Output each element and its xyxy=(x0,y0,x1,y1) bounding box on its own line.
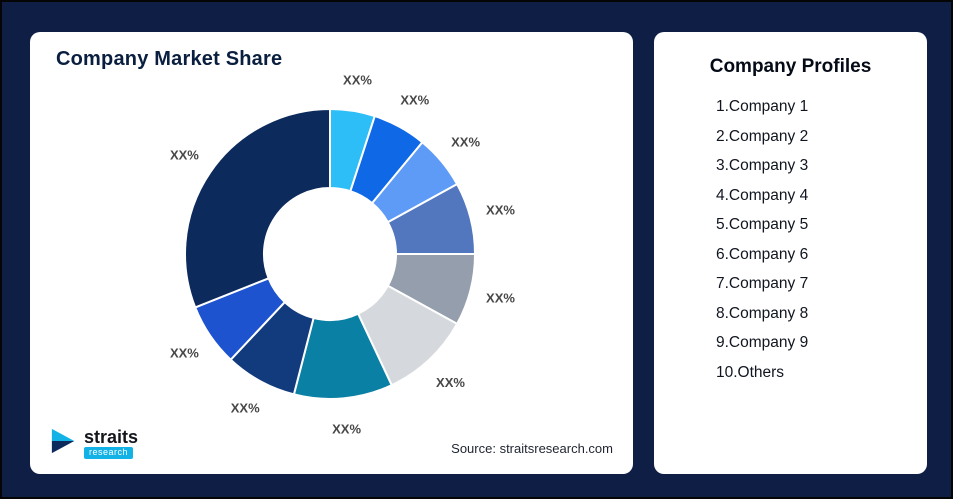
slice-label: XX% xyxy=(400,92,429,107)
slice-label: XX% xyxy=(486,290,515,305)
company-profile-item: 3.Company 3 xyxy=(716,157,809,174)
slice-label: XX% xyxy=(343,73,372,88)
company-profile-item: 5.Company 5 xyxy=(716,216,809,233)
company-profile-item: 4.Company 4 xyxy=(716,186,809,204)
company-profile-item: 6.Company 6 xyxy=(716,245,809,263)
source-text: Source: straitsresearch.com xyxy=(451,441,613,456)
company-profile-item: 1.Company 1 xyxy=(716,98,809,115)
logo-text: straits research xyxy=(84,428,138,460)
straits-logo-icon xyxy=(50,427,78,460)
slice-label: XX% xyxy=(170,148,199,163)
company-profiles-list: 1.Company 1 2.Company 2 3.Company 3 4.Compa… xyxy=(654,98,927,382)
slice-label: XX% xyxy=(332,422,361,437)
logo-name: straits xyxy=(84,426,139,447)
market-share-card: Company Market Share XX% XX% XX% XX% XX% XX% X… xyxy=(30,32,633,474)
company-profile-item: 7.Company 7 xyxy=(716,275,809,292)
slice-label: XX% xyxy=(436,375,465,390)
donut-slice-others xyxy=(184,108,331,309)
slice-label: XX% xyxy=(170,345,199,360)
slice-label: XX% xyxy=(231,401,260,416)
company-profile-item: 2.Company 2 xyxy=(716,127,809,145)
donut-chart-svg: XX% XX% XX% XX% XX% XX% XX% XX% XX% XX% xyxy=(170,73,515,437)
company-profile-item: 9.Company 9 xyxy=(716,334,809,351)
company-profile-item: 8.Company 8 xyxy=(716,304,809,322)
company-profiles-card: Company Profiles 1.Company 1 2.Company 2 3… xyxy=(654,32,927,474)
straits-logo: straits research xyxy=(50,427,138,460)
company-profile-item: 10.Others xyxy=(716,363,785,381)
logo-sub: research xyxy=(84,446,134,460)
slice-label: XX% xyxy=(451,134,480,149)
slice-label: XX% xyxy=(486,203,515,218)
chart-title: Company Market Share xyxy=(56,48,283,70)
profiles-title: Company Profiles xyxy=(709,56,872,77)
donut-chart: XX% XX% XX% XX% XX% XX% XX% XX% XX% XX% xyxy=(30,42,630,462)
